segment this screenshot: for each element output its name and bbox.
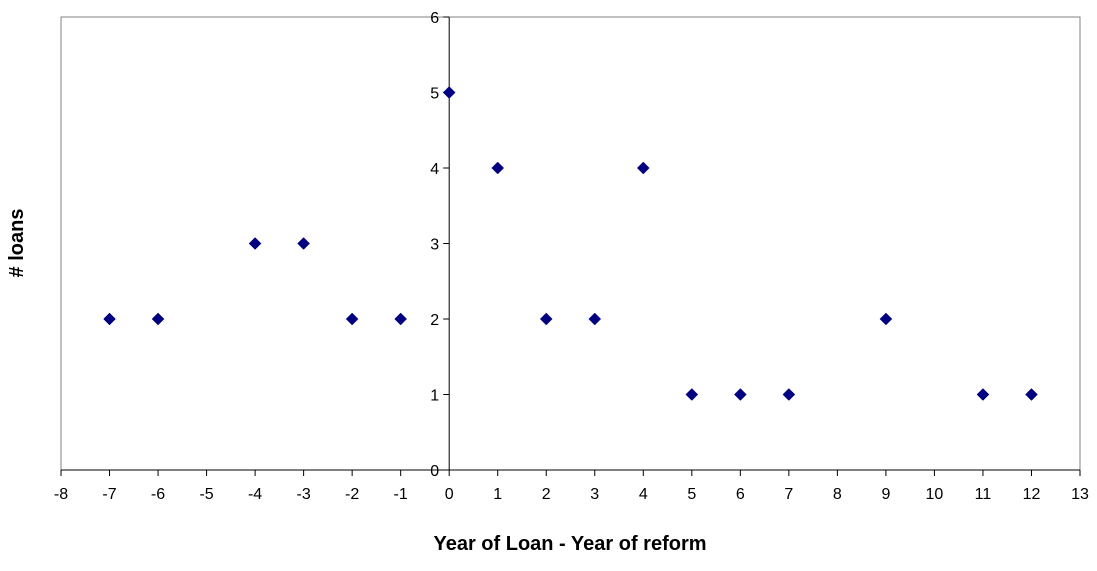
x-tick-label: 0 <box>445 486 454 503</box>
x-tick-label: 2 <box>542 486 551 503</box>
x-tick-label: 11 <box>975 486 992 503</box>
x-tick-label: -5 <box>199 486 213 503</box>
x-tick-label: 9 <box>881 486 890 503</box>
data-point <box>539 312 553 326</box>
x-tick-label: 4 <box>639 486 648 503</box>
y-tick-label: 3 <box>430 237 439 254</box>
y-axis-title: # loans <box>6 209 28 278</box>
data-point <box>636 161 650 175</box>
data-point <box>782 388 796 401</box>
x-axis-title: Year of Loan - Year of reform <box>433 533 706 555</box>
data-point <box>442 86 456 99</box>
x-tick-label: -8 <box>54 486 68 503</box>
x-tick-label: -7 <box>102 486 116 503</box>
x-tick-label: 5 <box>687 486 696 503</box>
x-tick-label: 13 <box>1071 486 1089 503</box>
data-point <box>103 312 116 326</box>
x-tick-label: 12 <box>1023 486 1041 503</box>
x-tick-label: 7 <box>784 486 793 503</box>
y-tick-label: 0 <box>430 463 439 480</box>
data-point <box>879 312 893 326</box>
x-tick-label: 6 <box>736 486 745 503</box>
data-point <box>345 312 359 326</box>
plot-area <box>60 16 1081 471</box>
x-tick-label: 3 <box>590 486 599 503</box>
data-point <box>685 388 699 401</box>
data-point <box>491 161 505 175</box>
y-tick-label: 4 <box>430 161 439 178</box>
x-tick-label: -4 <box>248 486 262 503</box>
data-point <box>733 388 747 401</box>
data-point <box>976 388 990 401</box>
data-point <box>248 237 262 250</box>
x-tick-label: -3 <box>297 486 311 503</box>
data-point <box>1025 388 1038 401</box>
x-tick-label: -1 <box>394 486 408 503</box>
x-tick-label: 10 <box>926 486 944 503</box>
x-tick-label: -6 <box>151 486 165 503</box>
y-tick-label: 5 <box>430 86 439 103</box>
y-tick-label: 6 <box>430 10 439 27</box>
data-point <box>394 312 408 326</box>
data-point <box>588 312 602 326</box>
data-point <box>151 312 165 326</box>
x-tick-label: 1 <box>493 486 502 503</box>
data-point <box>297 237 310 250</box>
x-tick-label: -2 <box>345 486 359 503</box>
y-tick-label: 2 <box>430 312 439 329</box>
y-tick-label: 1 <box>430 388 439 405</box>
x-tick-label: 8 <box>833 486 842 503</box>
